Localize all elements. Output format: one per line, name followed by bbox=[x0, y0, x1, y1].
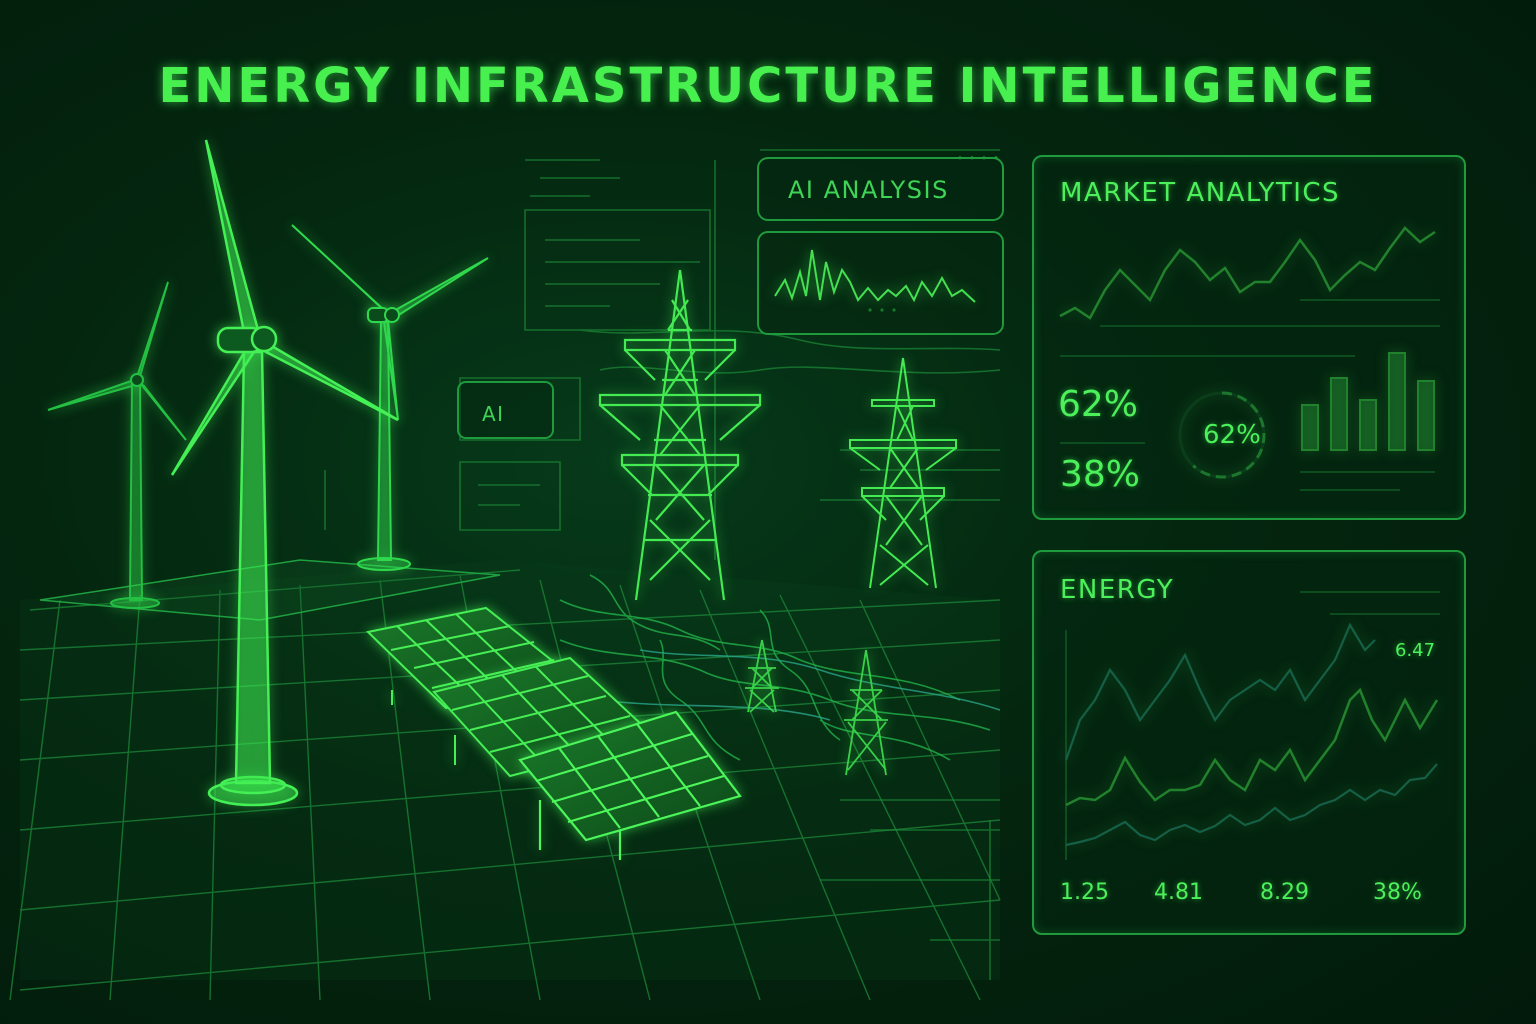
ai-analysis-chart-box bbox=[757, 231, 1004, 335]
ai-analysis-header-box bbox=[757, 157, 1004, 221]
wind-turbine-back-left bbox=[47, 281, 187, 609]
energy-stat-2: 4.81 bbox=[1154, 880, 1203, 905]
ai-analysis-wave bbox=[774, 249, 976, 303]
market-analytics-title: MARKET ANALYTICS bbox=[1060, 178, 1341, 208]
gauge-label: 62% bbox=[1203, 420, 1261, 450]
energy-title: ENERGY bbox=[1060, 575, 1175, 605]
transmission-tower-small-left bbox=[745, 639, 779, 713]
market-stat-top: 62% bbox=[1058, 384, 1139, 425]
ai-tag-label: AI bbox=[482, 402, 505, 426]
solar-panel-front bbox=[518, 710, 742, 860]
transmission-tower-small-right bbox=[844, 649, 888, 776]
energy-stat-4: 38% bbox=[1373, 880, 1422, 905]
page-title: ENERGY INFRASTRUCTURE INTELLIGENCE bbox=[158, 58, 1378, 114]
energy-peak-label: 6.47 bbox=[1395, 640, 1436, 661]
energy-panel bbox=[1032, 550, 1466, 935]
energy-stat-1: 1.25 bbox=[1060, 880, 1109, 905]
market-analytics-panel bbox=[1032, 155, 1466, 520]
ai-tag-box bbox=[457, 381, 554, 439]
energy-stat-3: 8.29 bbox=[1260, 880, 1309, 905]
transmission-tower-medium bbox=[849, 357, 957, 589]
wind-turbine-back-middle bbox=[291, 224, 489, 571]
contour-lines bbox=[559, 574, 991, 761]
market-stat-bottom: 38% bbox=[1060, 454, 1141, 495]
teal-flow-lines bbox=[599, 649, 1001, 721]
transmission-tower-large bbox=[598, 269, 762, 601]
ai-analysis-title: AI ANALYSIS bbox=[788, 176, 949, 204]
wind-turbine-front bbox=[170, 139, 399, 807]
hud-guides bbox=[324, 149, 1001, 980]
